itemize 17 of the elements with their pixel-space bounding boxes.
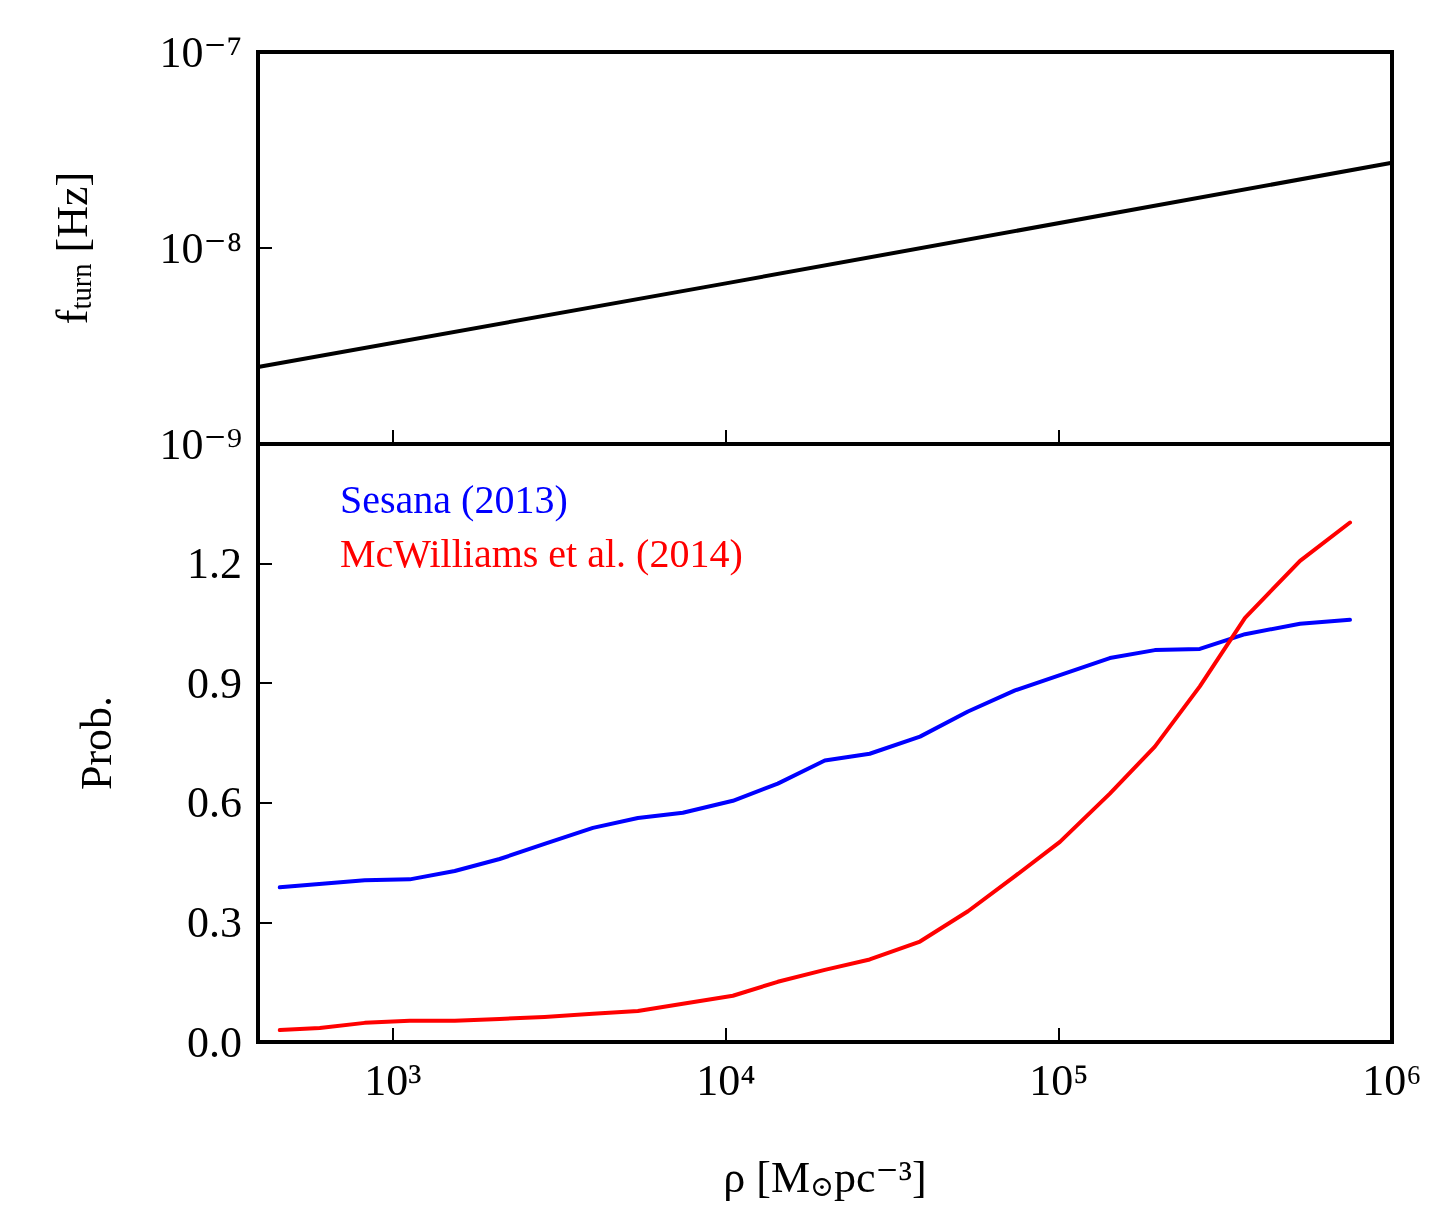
x-tick-label: 10³ [364,1055,422,1105]
y-tick-label: 10⁻⁸ [159,223,242,273]
x-axis-title: ρ [M⊙pc⁻³] [723,1152,927,1202]
y-tick-label: 10⁻⁹ [159,419,242,469]
y-axis-title: Prob. [71,695,121,791]
x-tick-label: 10⁶ [1362,1055,1422,1105]
text: Sesana (2013) [340,476,568,522]
y-tick-label: 1.2 [187,539,242,589]
x-tick-label: 10⁵ [1029,1055,1089,1105]
y-tick-label: 0.6 [187,778,242,828]
y-tick-label: 0.0 [187,1017,242,1067]
text: McWilliams et al. (2014) [340,530,743,576]
y-tick-label: 0.9 [187,658,242,708]
y-tick-label: 0.3 [187,897,242,947]
x-tick-label: 10⁴ [696,1055,756,1105]
y-tick-label: 10⁻⁷ [159,27,242,77]
y-axis-title: fturn [Hz] [48,171,98,325]
